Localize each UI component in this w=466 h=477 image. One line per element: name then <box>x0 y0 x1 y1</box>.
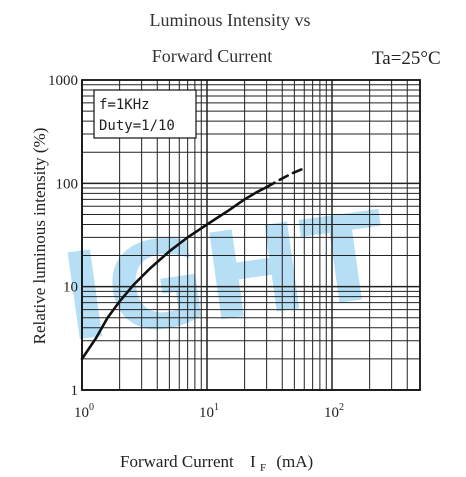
x-tick-exponent: 2 <box>339 402 344 413</box>
x-axis-label-symbol: I <box>250 452 256 471</box>
y-tick-label: 1 <box>71 383 79 399</box>
y-tick-label: 1000 <box>48 73 78 89</box>
x-tick-label: 101 <box>199 402 219 421</box>
curve-dashed-segment <box>265 166 306 189</box>
chart-title-line1: Luminous Intensity vs <box>150 10 311 30</box>
y-axis-label: Relative luminous intensity (%) <box>30 128 49 345</box>
x-axis-label-text: Forward Current <box>120 452 234 471</box>
plot-frame <box>81 79 421 391</box>
x-tick-exponent: 0 <box>89 402 94 413</box>
y-tick-label: 10 <box>63 280 78 296</box>
y-tick-label: 100 <box>56 176 79 192</box>
x-axis-label: Forward Current I F (mA) <box>120 452 313 475</box>
annotation-background <box>93 89 197 139</box>
x-tick-label: 100 <box>74 402 94 421</box>
annotation-box: f=1KHz Duty=1/10 <box>93 89 197 139</box>
annotation-duty: Duty=1/10 <box>99 118 175 134</box>
x-tick-base: 10 <box>74 405 89 421</box>
x-tick-base: 10 <box>199 405 214 421</box>
annotation-frequency: f=1KHz <box>99 97 150 113</box>
x-tick-label: 102 <box>324 402 344 421</box>
chart-title-line2: Forward Current <box>152 46 272 66</box>
x-axis-label-subscript: F <box>260 462 266 474</box>
plot-series <box>80 166 306 361</box>
x-tick-exponent: 1 <box>214 402 219 413</box>
temperature-condition: Ta=25°C <box>372 48 441 69</box>
x-axis-label-unit: (mA) <box>276 452 313 471</box>
curve-solid-segment <box>80 185 268 361</box>
x-tick-base: 10 <box>324 405 339 421</box>
